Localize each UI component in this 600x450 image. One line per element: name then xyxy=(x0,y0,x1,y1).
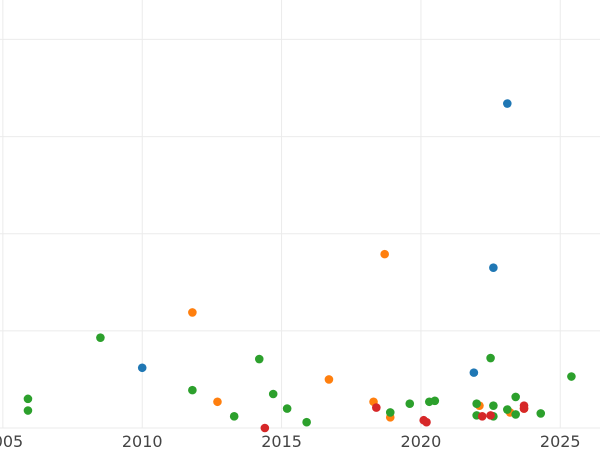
data-point xyxy=(23,406,33,415)
data-point xyxy=(430,396,440,406)
data-point xyxy=(486,411,495,420)
data-point xyxy=(503,405,512,414)
data-point xyxy=(511,410,520,419)
data-point xyxy=(567,372,576,381)
data-point xyxy=(511,392,520,402)
data-point xyxy=(260,423,270,433)
data-point xyxy=(213,397,222,407)
data-point xyxy=(188,308,197,317)
data-point xyxy=(486,353,495,363)
data-point xyxy=(422,417,431,427)
data-point xyxy=(254,354,264,364)
x-tick-label: 2005 xyxy=(0,432,23,450)
data-point xyxy=(503,99,512,108)
data-point xyxy=(477,412,487,421)
grid xyxy=(0,0,600,429)
data-point xyxy=(385,408,395,417)
data-point xyxy=(282,404,292,413)
data-point xyxy=(302,417,311,427)
x-tick-label: 2020 xyxy=(401,432,442,450)
x-tick-label: 2015 xyxy=(261,432,302,450)
data-point xyxy=(268,389,278,399)
x-axis-ticks: 2005 2010 2015 2020 2025 xyxy=(0,432,581,450)
data-point xyxy=(23,394,33,404)
x-tick-label: 2010 xyxy=(122,432,163,450)
x-tick-label: 2025 xyxy=(540,432,581,450)
data-points xyxy=(23,99,576,433)
data-point xyxy=(489,263,498,273)
data-point xyxy=(519,404,529,413)
data-point xyxy=(96,333,105,342)
data-point xyxy=(188,385,197,395)
data-point xyxy=(324,375,334,384)
data-point xyxy=(469,368,479,377)
data-point xyxy=(405,399,415,409)
data-point xyxy=(536,409,546,418)
data-point xyxy=(229,412,239,421)
data-point xyxy=(372,403,381,412)
data-point xyxy=(489,401,498,410)
data-point xyxy=(380,249,389,259)
data-point xyxy=(137,363,147,373)
data-point xyxy=(472,399,481,409)
